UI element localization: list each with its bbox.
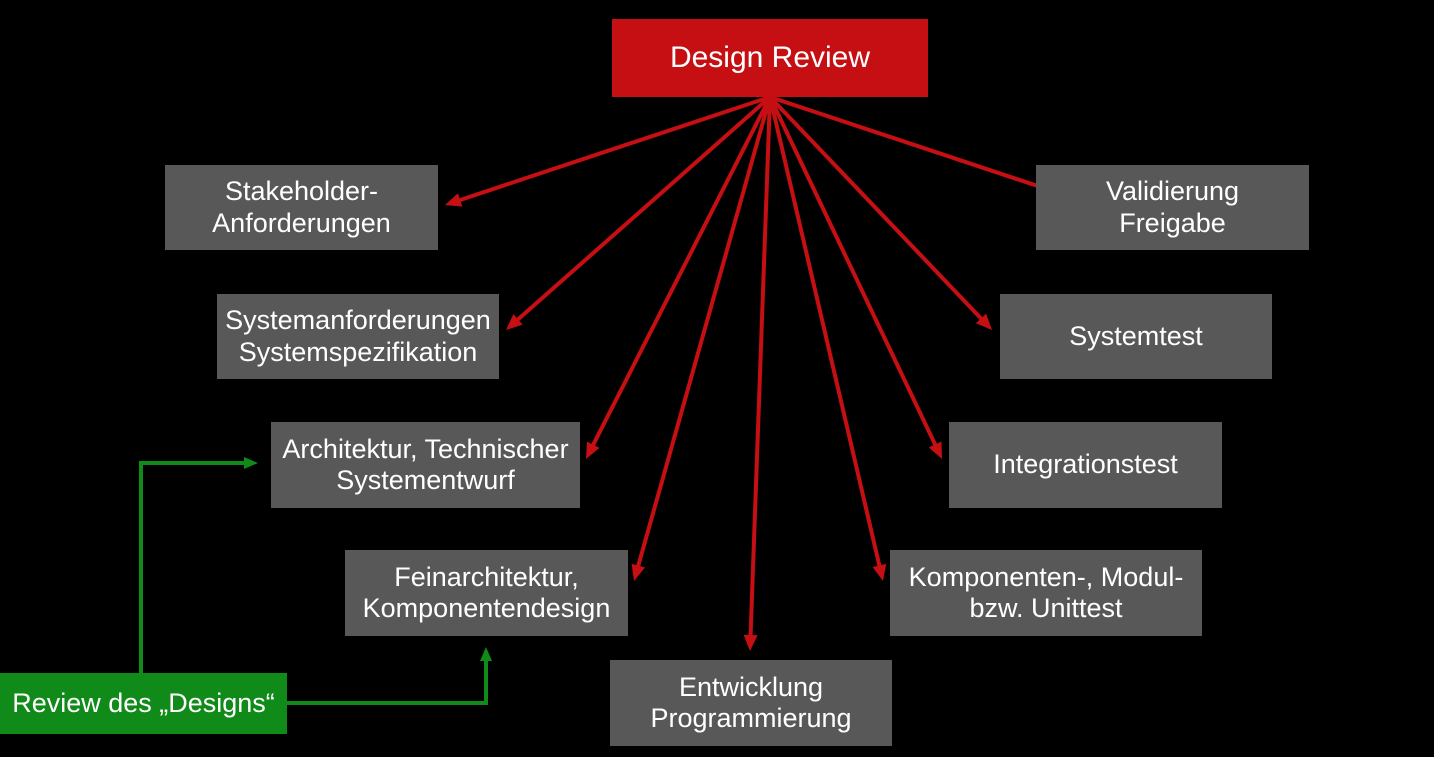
diagram-stage: Design Review Stakeholder-Anforderungen Sy… [0,0,1434,757]
node-label: Anforderungen [212,208,391,239]
root-node: Design Review [612,19,928,97]
node-n_systst: Systemtest [1000,294,1272,379]
node-label: Feinarchitektur, [394,562,579,593]
node-n_sysreq: SystemanforderungenSystemspezifikation [217,294,499,379]
node-label: Systemanforderungen [225,305,491,336]
node-n_fein: Feinarchitektur,Komponentendesign [345,550,628,636]
node-label: Programmierung [650,703,851,734]
node-label: Komponentendesign [363,593,611,624]
node-n_arch: Architektur, TechnischerSystementwurf [271,422,580,508]
node-n_integ: Integrationstest [949,422,1222,508]
node-label: Integrationstest [993,449,1178,480]
annotation-box: Review des „Designs“ [0,673,287,734]
node-label: Entwicklung [679,672,823,703]
node-label: Systemspezifikation [239,337,478,368]
node-n_valid: ValidierungFreigabe [1036,165,1309,250]
node-label: Validierung [1106,176,1239,207]
node-label: Komponenten-, Modul- [909,562,1184,593]
node-label: Systemtest [1069,321,1203,352]
node-n_dev: EntwicklungProgrammierung [610,660,892,746]
node-n_stake: Stakeholder-Anforderungen [165,165,438,250]
node-label: bzw. Unittest [969,593,1122,624]
node-label: Design Review [670,41,870,76]
node-label: Review des „Designs“ [12,688,275,719]
node-label: Architektur, Technischer [282,434,568,465]
node-label: Systementwurf [336,465,515,496]
node-label: Stakeholder- [225,176,378,207]
node-label: Freigabe [1119,208,1226,239]
node-n_unit: Komponenten-, Modul-bzw. Unittest [890,550,1202,636]
